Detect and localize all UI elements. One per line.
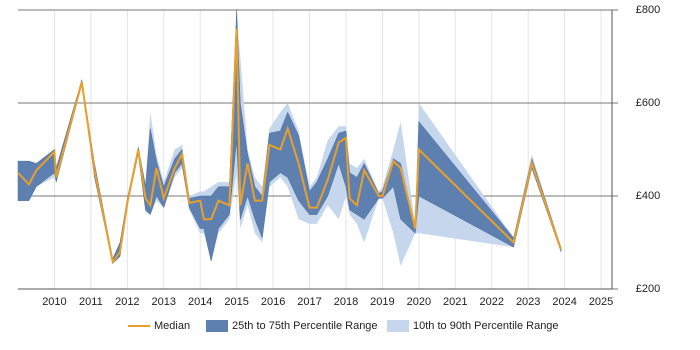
x-tick-label: 2019 <box>370 296 394 308</box>
x-tick-label: 2017 <box>297 296 321 308</box>
x-tick-label: 2014 <box>188 296 212 308</box>
x-tick-label: 2013 <box>152 296 176 308</box>
median-line <box>17 28 562 265</box>
x-tick-label: 2021 <box>443 296 467 308</box>
y-tick-label: £200 <box>636 283 660 295</box>
x-tick-label: 2015 <box>224 296 248 308</box>
legend-label: 10th to 90th Percentile Range <box>413 320 559 332</box>
x-tick-label: 2025 <box>589 296 613 308</box>
x-tick-label: 2012 <box>115 296 139 308</box>
x-tick-label: 2022 <box>480 296 504 308</box>
y-tick-label: £400 <box>636 190 660 202</box>
y-tick-label: £800 <box>636 4 660 16</box>
x-tick-label: 2023 <box>516 296 540 308</box>
legend-label: Median <box>154 320 190 332</box>
legend-label: 25th to 75th Percentile Range <box>232 320 378 332</box>
x-tick-label: 2016 <box>261 296 285 308</box>
legend-swatch <box>387 320 409 332</box>
legend-swatch <box>206 320 228 332</box>
x-tick-label: 2018 <box>334 296 358 308</box>
x-tick-label: 2010 <box>42 296 66 308</box>
x-tick-label: 2024 <box>552 296 576 308</box>
x-tick-label: 2020 <box>407 296 431 308</box>
y-tick-label: £600 <box>636 97 660 109</box>
x-tick-label: 2011 <box>79 296 103 308</box>
